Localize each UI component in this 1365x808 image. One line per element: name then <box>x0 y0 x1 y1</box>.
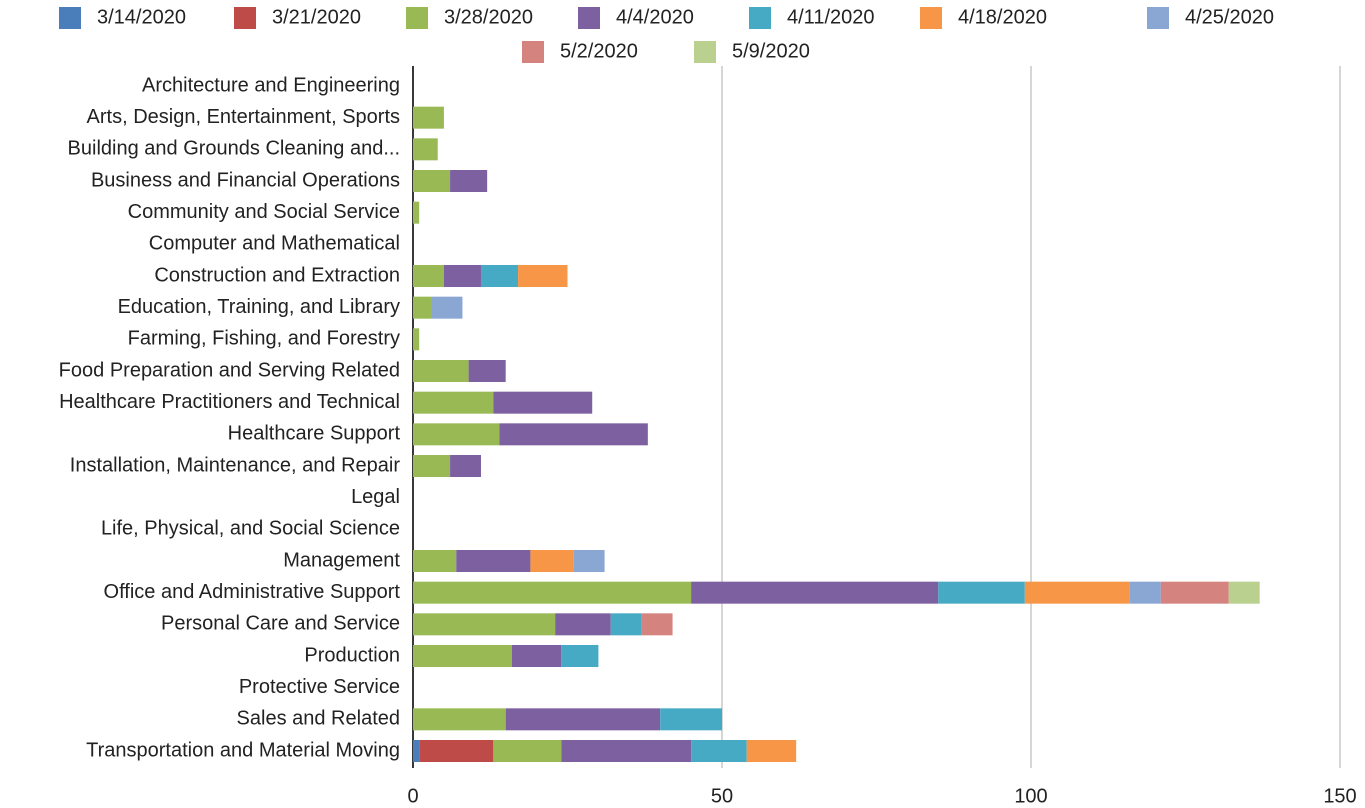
bar-segment <box>413 296 432 319</box>
bar-segment <box>1024 581 1130 604</box>
bar-segment <box>555 613 611 636</box>
bar-segment <box>610 613 642 636</box>
bar-segment <box>456 550 531 572</box>
x-tick-label: 0 <box>407 785 418 807</box>
bar-segment <box>499 423 648 446</box>
x-tick-label: 100 <box>1014 785 1047 807</box>
bar-segment <box>413 138 438 161</box>
y-tick-label: Healthcare Practitioners and Technical <box>59 391 400 413</box>
bar-segment <box>413 645 512 667</box>
bar-segment <box>511 645 562 667</box>
bar-segment <box>443 265 481 287</box>
y-tick-label: Transportation and Material Moving <box>86 739 400 761</box>
y-tick-label: Life, Physical, and Social Science <box>101 518 400 540</box>
y-tick-label: Farming, Fishing, and Forestry <box>128 328 400 350</box>
y-tick-label: Installation, Maintenance, and Repair <box>70 454 401 476</box>
legend-label: 4/18/2020 <box>958 6 1047 28</box>
y-tick-label: Sales and Related <box>237 708 400 730</box>
y-tick-label: Arts, Design, Entertainment, Sports <box>87 106 400 128</box>
legend-label: 3/21/2020 <box>272 6 361 28</box>
bar-segment <box>1160 581 1229 604</box>
legend-label: 4/11/2020 <box>787 6 875 28</box>
legend-swatch <box>749 7 771 29</box>
bar-segment <box>413 550 457 572</box>
bar-segment <box>938 581 1025 604</box>
bar-segment <box>493 391 593 414</box>
y-tick-label: Architecture and Engineering <box>142 74 400 96</box>
bar-segment <box>450 455 481 477</box>
bar-segment <box>530 550 574 572</box>
bar-segment <box>746 740 797 762</box>
legend-label: 4/25/2020 <box>1185 6 1274 28</box>
y-tick-label: Management <box>283 549 400 571</box>
bar-segment <box>660 708 722 731</box>
bar-segment <box>468 360 506 382</box>
bar-segment <box>1129 581 1161 604</box>
legend-swatch <box>406 7 428 29</box>
bar-segment <box>413 328 420 351</box>
legend-label: 5/9/2020 <box>732 40 810 62</box>
y-tick-label: Protective Service <box>239 676 400 698</box>
bar-segment <box>413 170 451 192</box>
bar-segment <box>505 708 661 731</box>
bar-segment <box>413 265 444 287</box>
legend-swatch <box>59 7 81 29</box>
y-tick-label: Education, Training, and Library <box>118 296 400 318</box>
legend-swatch <box>234 7 256 29</box>
x-tick-label: 50 <box>711 785 733 807</box>
bar-segment <box>413 360 469 382</box>
legend-label: 4/4/2020 <box>616 6 694 28</box>
bar-segment <box>413 740 420 762</box>
y-tick-label: Construction and Extraction <box>154 264 400 286</box>
bar-segment <box>573 550 605 572</box>
bar-segment <box>431 296 463 319</box>
bar-segment <box>1228 581 1260 604</box>
bar-segment <box>419 740 494 762</box>
y-tick-label: Office and Administrative Support <box>104 581 401 603</box>
bar-segment <box>450 170 488 192</box>
legend-label: 3/14/2020 <box>97 6 186 28</box>
bar-segment <box>641 613 673 636</box>
y-tick-label: Building and Grounds Cleaning and... <box>68 138 400 160</box>
bar-segment <box>480 265 519 287</box>
bar-segment <box>413 201 420 224</box>
bar-segment <box>561 645 599 667</box>
bar-segment <box>518 265 568 287</box>
y-tick-label: Personal Care and Service <box>161 613 400 635</box>
y-tick-label: Food Preparation and Serving Related <box>59 359 400 381</box>
legend-swatch <box>578 7 600 29</box>
y-tick-label: Community and Social Service <box>128 201 400 223</box>
bar-segment <box>691 581 939 604</box>
bar-segment <box>561 740 692 762</box>
bar-segment <box>413 708 506 731</box>
bar-segment <box>413 423 500 446</box>
x-tick-label: 150 <box>1323 785 1356 807</box>
legend-label: 3/28/2020 <box>444 6 533 28</box>
y-tick-label: Healthcare Support <box>228 423 401 445</box>
bar-segment <box>413 391 494 414</box>
bar-segment <box>413 581 692 604</box>
bar-segment <box>413 455 451 477</box>
y-tick-label: Business and Financial Operations <box>91 169 400 191</box>
legend-label: 5/2/2020 <box>560 40 638 62</box>
bar-segment <box>413 613 556 636</box>
y-tick-label: Computer and Mathematical <box>149 233 400 255</box>
y-tick-label: Production <box>304 644 400 666</box>
legend-swatch <box>1147 7 1169 29</box>
bar-segment <box>691 740 747 762</box>
bar-segment <box>413 106 444 129</box>
bar-segment <box>493 740 562 762</box>
legend-swatch <box>694 41 716 63</box>
legend-swatch <box>920 7 942 29</box>
legend-swatch <box>522 41 544 63</box>
y-tick-label: Legal <box>351 486 400 508</box>
